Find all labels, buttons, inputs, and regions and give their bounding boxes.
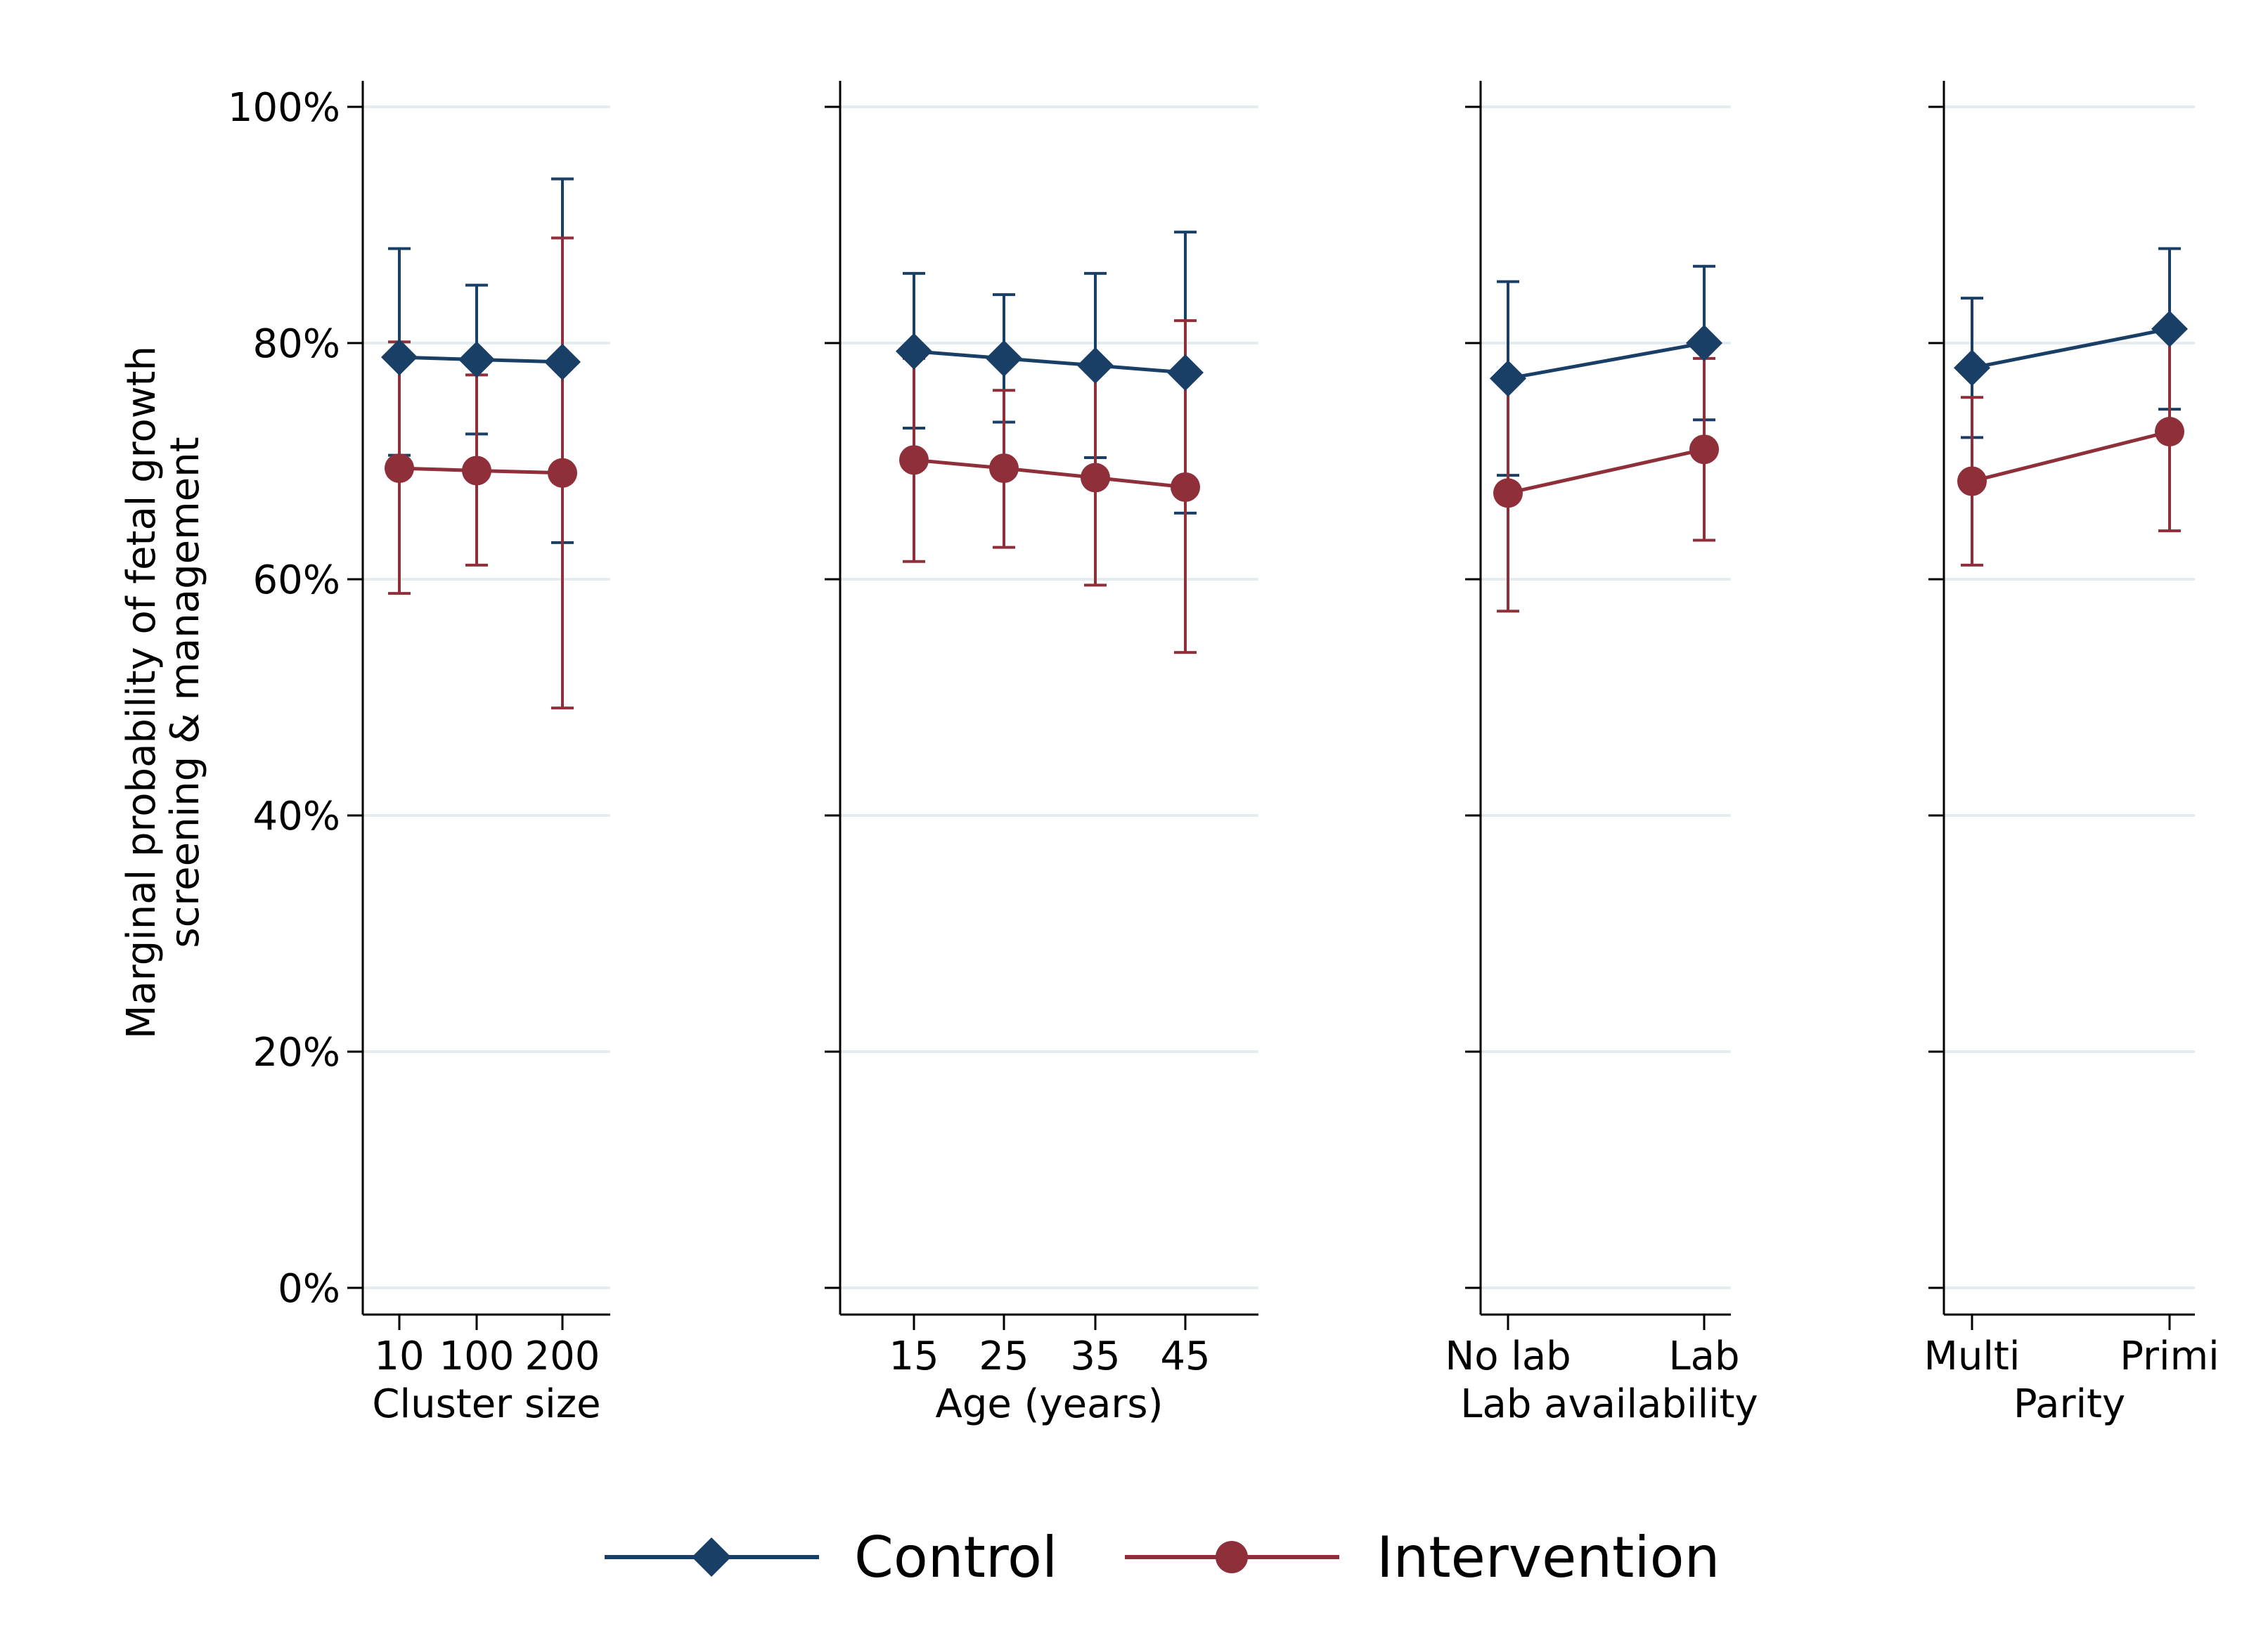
point-control (896, 333, 932, 370)
y-tick-label: 0% (278, 1266, 340, 1312)
point-control (1077, 347, 1114, 384)
y-tick-label: 60% (253, 557, 340, 603)
x-tick-label: 200 (525, 1334, 600, 1379)
x-tick-label: 15 (889, 1334, 939, 1379)
series-line-intervention (1971, 430, 2170, 483)
point-intervention (385, 453, 414, 484)
x-tick-label: 25 (979, 1334, 1029, 1379)
legend-label-control: Control (854, 1525, 1057, 1590)
point-control (381, 339, 418, 376)
x-tick-label: Lab (1668, 1334, 1739, 1379)
series-line-control (1971, 327, 2170, 370)
x-axis-title: Cluster size (372, 1381, 600, 1427)
point-intervention (989, 453, 1019, 484)
point-intervention (1171, 472, 1200, 502)
point-control (986, 340, 1022, 377)
y-axis-label-line: screening & management (162, 437, 208, 948)
x-tick-label: Multi (1924, 1334, 2021, 1379)
point-intervention (1689, 434, 1719, 465)
point-control (458, 341, 495, 378)
y-tick-label: 20% (253, 1030, 340, 1076)
y-tick-label: 100% (228, 85, 340, 131)
x-tick-label: 10 (374, 1334, 424, 1379)
point-control (2151, 310, 2188, 347)
x-tick-label: 100 (439, 1334, 515, 1379)
y-axis-label: Marginal probability of fetal growthscre… (119, 346, 208, 1039)
point-control (1490, 360, 1526, 397)
x-tick-label: 45 (1160, 1334, 1210, 1379)
series-line-control (913, 349, 1186, 375)
point-intervention (462, 456, 491, 486)
y-tick-label: 40% (253, 794, 340, 839)
x-axis-title: Age (years) (936, 1381, 1164, 1427)
point-intervention (2155, 417, 2184, 446)
point-control (1954, 349, 1990, 387)
point-control (544, 343, 581, 380)
x-tick-label: 35 (1070, 1334, 1120, 1379)
point-intervention (548, 458, 577, 488)
series-line-intervention (1507, 447, 1705, 495)
legend-label-intervention: Intervention (1377, 1525, 1720, 1590)
point-control (1167, 354, 1204, 391)
x-tick-label: No lab (1445, 1334, 1571, 1379)
y-tick-label: 80% (253, 321, 340, 367)
series-line-control (1507, 341, 1705, 380)
y-axis-label-line: Marginal probability of fetal growth (119, 346, 165, 1039)
point-intervention (899, 445, 929, 475)
point-intervention (1081, 463, 1110, 493)
x-axis-title: Lab availability (1460, 1381, 1758, 1427)
point-control (1686, 325, 1722, 361)
point-intervention (1493, 478, 1523, 508)
legend-marker-control (692, 1537, 731, 1577)
legend-marker-intervention (1216, 1541, 1248, 1573)
point-intervention (1957, 466, 1987, 496)
x-tick-label: Primi (2120, 1334, 2219, 1379)
series-line-intervention (913, 458, 1186, 489)
x-axis-title: Parity (2014, 1381, 2125, 1427)
